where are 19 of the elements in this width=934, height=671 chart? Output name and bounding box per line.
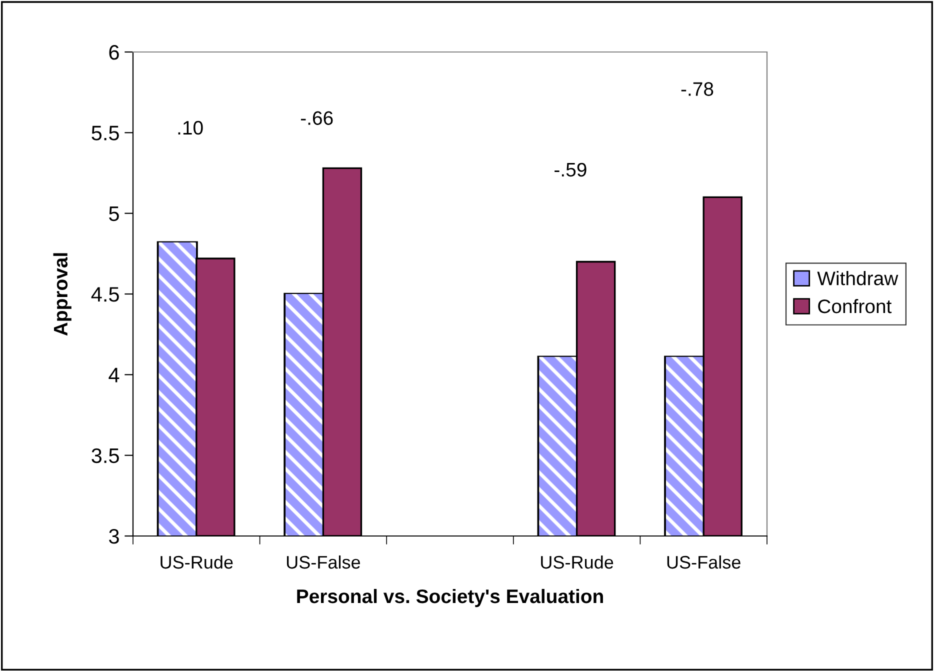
y-tick-label: 4: [108, 368, 120, 382]
y-tick-label: 4.5: [91, 287, 119, 302]
x-tick-label: US-False: [667, 555, 740, 569]
y-tick-label: 5.5: [92, 126, 119, 140]
x-tick-label: US-Rude: [160, 555, 233, 569]
annotation: .10: [178, 120, 203, 135]
annotation: -.78: [681, 82, 714, 96]
annotation: -.66: [300, 111, 333, 125]
y-tick-label: 6: [109, 45, 119, 60]
y-axis-title: Approval: [53, 253, 72, 336]
annotation: -.59: [554, 162, 586, 177]
x-axis-title: Personal vs. Society's Evaluation: [297, 588, 603, 608]
y-tick-label: 3.5: [92, 448, 119, 464]
x-tick-label: US-False: [286, 555, 360, 569]
legend-label: Withdraw: [817, 271, 898, 286]
y-tick-label: 5: [109, 206, 119, 222]
legend-label: Confront: [818, 298, 892, 314]
y-tick-label: 3: [109, 529, 119, 544]
x-tick-label: US-Rude: [541, 555, 614, 569]
